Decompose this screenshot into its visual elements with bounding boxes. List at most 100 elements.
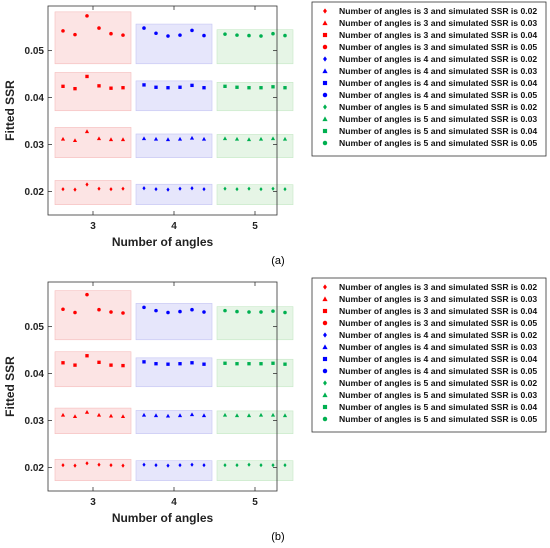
data-point: [223, 186, 227, 191]
legend-marker: [322, 320, 328, 326]
legend-entry: Number of angles is 3 and simulated SSR …: [339, 42, 537, 52]
data-point: [61, 463, 65, 468]
legend-entry: Number of angles is 5 and simulated SSR …: [339, 138, 537, 148]
group-band: [216, 460, 294, 481]
data-point: [61, 84, 65, 88]
data-point: [271, 309, 275, 313]
data-point: [166, 463, 170, 468]
x-tick-label: 3: [90, 497, 96, 508]
legend: Number of angles is 3 and simulated SSR …: [311, 1, 547, 157]
data-point: [259, 362, 263, 366]
legend-marker: [322, 392, 328, 398]
data-point: [271, 31, 275, 36]
data-point: [84, 129, 90, 134]
data-point: [121, 463, 125, 468]
legend-marker: [322, 32, 328, 38]
data-point: [109, 187, 113, 192]
group-band: [135, 23, 213, 65]
legend-entry: Number of angles is 3 and simulated SSR …: [339, 18, 537, 28]
legend-marker: [322, 68, 328, 74]
data-point: [165, 413, 171, 418]
legend-marker: [323, 104, 327, 110]
legend-marker: [323, 8, 327, 14]
data-point: [154, 308, 158, 313]
data-point: [235, 33, 239, 37]
data-point: [85, 354, 89, 358]
data-point: [247, 462, 251, 467]
group-band: [216, 82, 294, 112]
legend-marker: [322, 308, 328, 314]
data-point: [223, 32, 227, 36]
data-point: [73, 463, 77, 468]
legend-entry: Number of angles is 3 and simulated SSR …: [339, 318, 537, 328]
legend-entry: Number of angles is 5 and simulated SSR …: [339, 378, 537, 388]
legend-entry: Number of angles is 3 and simulated SSR …: [339, 30, 537, 40]
data-point: [258, 412, 264, 417]
data-point: [178, 362, 182, 366]
data-point: [121, 363, 125, 368]
data-point: [141, 412, 147, 417]
group-band: [135, 133, 213, 159]
y-tick-label: 0.02: [25, 463, 45, 474]
legend-entry: Number of angles is 4 and simulated SSR …: [339, 66, 537, 76]
y-tick-label: 0.05: [25, 322, 45, 333]
data-point: [202, 86, 206, 90]
data-point: [121, 33, 125, 37]
data-point: [121, 186, 125, 191]
data-point: [201, 136, 207, 141]
data-point: [189, 412, 195, 417]
data-point: [223, 84, 227, 88]
group-band: [135, 183, 213, 205]
y-tick-label: 0.05: [25, 46, 45, 57]
data-point: [235, 187, 239, 192]
legend-entry: Number of angles is 5 and simulated SSR …: [339, 414, 537, 424]
data-point: [61, 361, 65, 365]
data-point: [271, 361, 275, 365]
data-point: [202, 33, 206, 38]
x-tick-label: 3: [90, 221, 96, 232]
data-point: [259, 34, 263, 38]
data-point: [109, 310, 113, 314]
data-point: [85, 461, 89, 466]
legend-marker: [322, 80, 328, 86]
data-point: [61, 307, 65, 312]
legend-marker: [322, 140, 328, 146]
data-point: [202, 463, 206, 468]
legend-entry: Number of angles is 4 and simulated SSR …: [339, 366, 537, 376]
legend-marker: [322, 128, 328, 134]
data-point: [270, 136, 276, 141]
data-point: [166, 310, 170, 315]
x-axis-label: Number of angles: [112, 235, 214, 249]
panel-label: (b): [271, 531, 284, 543]
data-point: [178, 463, 182, 468]
data-point: [178, 85, 182, 89]
data-point: [85, 74, 89, 79]
data-point: [190, 83, 194, 88]
data-point: [259, 310, 263, 314]
data-point: [247, 86, 251, 90]
legend-marker: [323, 380, 327, 386]
legend-entry: Number of angles is 5 and simulated SSR …: [339, 126, 537, 136]
group-band: [216, 134, 294, 159]
data-point: [223, 361, 227, 365]
data-point: [190, 361, 194, 365]
data-point: [178, 186, 182, 191]
data-point: [189, 135, 195, 140]
data-point: [201, 413, 207, 418]
data-point: [190, 28, 194, 33]
data-point: [234, 136, 240, 141]
group-band: [54, 11, 132, 65]
legend-marker: [323, 56, 327, 62]
data-point: [283, 187, 287, 192]
data-point: [247, 33, 251, 38]
data-point: [235, 309, 239, 314]
data-point: [142, 186, 146, 191]
data-point: [258, 136, 264, 141]
data-point: [247, 310, 251, 314]
data-point: [271, 85, 275, 89]
axes-box: [47, 5, 278, 216]
legend-entry: Number of angles is 5 and simulated SSR …: [339, 102, 537, 112]
data-point: [120, 414, 126, 419]
legend-entry: Number of angles is 3 and simulated SSR …: [339, 282, 537, 292]
data-point: [85, 182, 89, 187]
